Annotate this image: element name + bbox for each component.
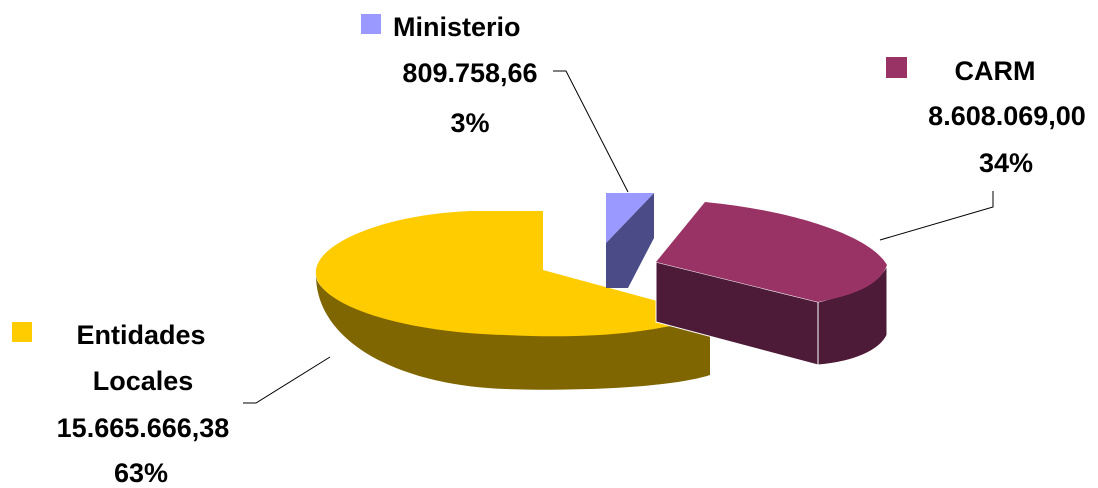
leader-line-ministerio <box>553 70 629 193</box>
legend-swatch-carm <box>886 57 907 78</box>
label-name-entidades-line2: Locales <box>93 366 194 396</box>
leader-line-carm <box>879 191 994 241</box>
label-name-carm: CARM <box>955 56 1036 86</box>
pie-slice-entidades-locales <box>315 211 710 390</box>
pie-slice-side <box>606 193 654 288</box>
pie-slice-carm <box>655 202 888 366</box>
label-name-ministerio: Ministerio <box>393 12 521 42</box>
leader-line-entidades <box>243 356 331 404</box>
pie-slice-top <box>656 202 887 302</box>
pie-slice-top <box>315 211 709 337</box>
label-percent-carm: 34% <box>979 148 1033 178</box>
label-name-entidades-line1: Entidades <box>76 320 205 350</box>
label-percent-entidades: 63% <box>114 458 168 488</box>
label-percent-ministerio: 3% <box>450 108 489 138</box>
label-value-ministerio: 809.758,66 <box>402 58 537 88</box>
label-value-carm: 8.608.069,00 <box>928 101 1086 131</box>
label-value-entidades: 15.665.666,38 <box>57 413 230 443</box>
legend-swatch-ministerio <box>361 14 381 34</box>
pie-slice-ministerio <box>606 193 654 288</box>
legend-swatch-entidades-locales <box>12 322 32 342</box>
pie-slice-top <box>606 193 654 243</box>
